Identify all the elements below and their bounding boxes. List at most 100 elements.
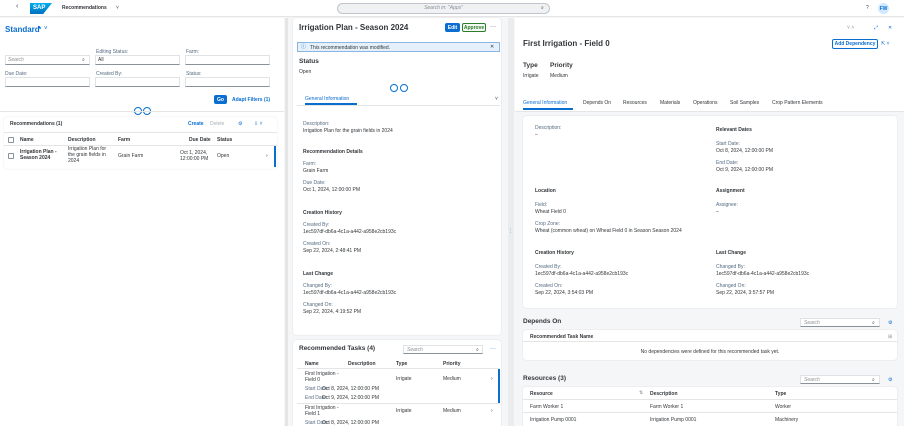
- filter-input[interactable]: [185, 55, 270, 65]
- filter-label: Created By:: [96, 71, 123, 77]
- splitter[interactable]: [285, 18, 288, 426]
- tasks-search[interactable]: [403, 345, 483, 354]
- checkbox[interactable]: [8, 137, 14, 143]
- checkbox[interactable]: [8, 153, 14, 159]
- settings-icon[interactable]: ⚙: [238, 121, 243, 127]
- pin-button[interactable]: [400, 84, 408, 92]
- settings-icon[interactable]: ⚙: [888, 320, 893, 326]
- tab[interactable]: Resources: [623, 100, 647, 106]
- cell-farm: Grain Farm: [118, 153, 144, 159]
- share-icon[interactable]: ⇱ ˅: [881, 41, 890, 47]
- task-type: Irrigate: [396, 408, 412, 414]
- approve-label[interactable]: Approve: [463, 25, 485, 31]
- app-title-chevron[interactable]: ˅: [116, 5, 119, 11]
- end-value: Oct 9, 2024, 12:00:00 PM: [322, 395, 379, 401]
- object-title: Irrigation Plan - Season 2024: [299, 23, 409, 32]
- search-placeholder: Search in: "Apps": [424, 5, 463, 11]
- close-icon[interactable]: ✕: [888, 25, 893, 31]
- resources-search[interactable]: [800, 375, 880, 384]
- cell-status: Open: [217, 153, 230, 159]
- variant-chevron[interactable]: ˅: [44, 26, 48, 32]
- tab[interactable]: General Information: [305, 96, 350, 102]
- splitter-grip[interactable]: ⋮: [508, 228, 513, 234]
- close-icon[interactable]: ✕: [490, 44, 495, 50]
- search-icon: ⌕: [476, 347, 479, 353]
- tab-chevron[interactable]: ˅: [495, 96, 498, 102]
- start-label: Start Date:: [305, 420, 329, 426]
- splitter[interactable]: [508, 18, 514, 426]
- detail-header: [515, 18, 904, 112]
- tab[interactable]: Depends On: [583, 100, 612, 106]
- sort-icon[interactable]: ⇅: [639, 390, 644, 396]
- delete-button: Delete: [210, 121, 225, 127]
- resource-cell: Farm Worker 1: [650, 404, 684, 410]
- edit-button[interactable]: [445, 23, 460, 32]
- export-icon[interactable]: ⇩ ˅: [254, 121, 263, 127]
- settings-icon[interactable]: ⚙: [888, 377, 893, 383]
- divider: [297, 403, 500, 404]
- field-value: Irrigation Plan for the grain fields in …: [303, 128, 393, 134]
- tab[interactable]: Operations: [693, 100, 718, 106]
- status-value: Open: [299, 69, 312, 75]
- variant-name[interactable]: Standard: [5, 25, 40, 34]
- field-value: Sep 22, 2024, 3:54:03 PM: [535, 290, 594, 296]
- tab-underline: [523, 108, 573, 110]
- column-header: Priority: [443, 361, 461, 367]
- field-value: 1ec597df-db6a-4c1a-a442-a958e2cb193c: [303, 290, 397, 296]
- more-button[interactable]: ···: [490, 346, 496, 352]
- filter-input[interactable]: [95, 55, 180, 65]
- field-label: Description:: [535, 125, 562, 131]
- depends-search[interactable]: [800, 318, 880, 327]
- field-label: Changed By:: [716, 264, 745, 270]
- help-icon[interactable]: ?: [866, 5, 869, 11]
- resource-cell: Irrigation Pump 0001: [530, 417, 577, 423]
- more-button[interactable]: ···: [490, 24, 496, 30]
- row-highlight: [498, 369, 500, 403]
- column-icon[interactable]: ⊞: [888, 334, 893, 340]
- row-chevron[interactable]: ›: [491, 376, 493, 382]
- nav-icons[interactable]: ˅ ˄: [847, 25, 855, 31]
- group-title: Creation History: [535, 250, 574, 256]
- filter-input[interactable]: [5, 77, 90, 87]
- field-value: Sep 22, 2024, 2:48:41 PM: [303, 248, 362, 254]
- add-dependency-button[interactable]: [832, 39, 878, 49]
- column-header: Description: [348, 361, 376, 367]
- filter-input[interactable]: [185, 77, 270, 87]
- filter-search-input[interactable]: [5, 55, 90, 65]
- fullscreen-icon[interactable]: ⤢: [874, 25, 879, 31]
- avatar[interactable]: [878, 3, 889, 14]
- tab[interactable]: Materials: [660, 100, 681, 106]
- row-chevron[interactable]: ›: [266, 153, 268, 159]
- field-label: Assignee:: [716, 202, 738, 208]
- filter-input[interactable]: [95, 77, 180, 87]
- sap-logo[interactable]: SAP: [30, 3, 52, 14]
- tab[interactable]: General Information: [523, 100, 568, 106]
- field-label: Crop Zone:: [535, 221, 561, 227]
- create-button[interactable]: Create: [188, 121, 204, 127]
- depends-title: Depends On: [523, 318, 562, 325]
- edit-label[interactable]: Edit: [447, 25, 458, 31]
- column-header: Status: [217, 137, 233, 143]
- column-header: Name: [20, 137, 34, 143]
- tab[interactable]: Crop Pattern Elements: [772, 100, 823, 106]
- field-label: Created By:: [535, 264, 562, 270]
- section-title: Creation History: [303, 210, 342, 216]
- row-chevron[interactable]: ›: [491, 408, 493, 414]
- go-button[interactable]: [214, 95, 227, 104]
- back-icon[interactable]: ‹: [16, 3, 19, 10]
- adapt-filters[interactable]: Adapt Filters (1): [232, 97, 271, 103]
- shell-search[interactable]: [337, 3, 550, 14]
- cell-description: Irrigation Plan for the grain fields in …: [68, 146, 107, 164]
- collapse-button[interactable]: [390, 84, 398, 92]
- app-title[interactable]: Recommendations: [62, 5, 107, 11]
- field-value: 1ec597df-db6a-4c1a-a442-a958e2cb193c: [303, 229, 397, 235]
- field-value: –: [716, 209, 719, 215]
- add-dependency-label[interactable]: Add Dependency: [834, 41, 876, 47]
- search-icon[interactable]: ⌕: [541, 5, 544, 11]
- approve-button[interactable]: [462, 23, 486, 32]
- tab[interactable]: Soil Samples: [730, 100, 760, 106]
- field-value: Wheat Field 0: [535, 209, 566, 215]
- divider: [297, 368, 500, 369]
- go-label[interactable]: Go: [217, 97, 224, 103]
- table-title: Recommendations (1): [10, 121, 63, 127]
